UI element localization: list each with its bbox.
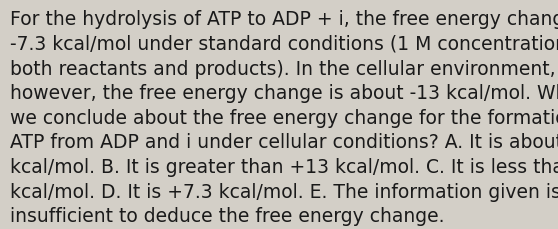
Text: For the hydrolysis of ATP to ADP + i, the free energy change is: For the hydrolysis of ATP to ADP + i, th… <box>10 10 558 29</box>
Text: -7.3 kcal/mol under standard conditions (1 M concentration of: -7.3 kcal/mol under standard conditions … <box>10 35 558 54</box>
Text: both reactants and products). In the cellular environment,: both reactants and products). In the cel… <box>10 59 556 78</box>
Text: ATP from ADP and i under cellular conditions? A. It is about +13: ATP from ADP and i under cellular condit… <box>10 133 558 152</box>
Text: kcal/mol. D. It is +7.3 kcal/mol. E. The information given is: kcal/mol. D. It is +7.3 kcal/mol. E. The… <box>10 182 558 201</box>
Text: insufficient to deduce the free energy change.: insufficient to deduce the free energy c… <box>10 206 445 225</box>
Text: we conclude about the free energy change for the formation of: we conclude about the free energy change… <box>10 108 558 127</box>
Text: however, the free energy change is about -13 kcal/mol. What can: however, the free energy change is about… <box>10 84 558 103</box>
Text: kcal/mol. B. It is greater than +13 kcal/mol. C. It is less than +7.3: kcal/mol. B. It is greater than +13 kcal… <box>10 157 558 176</box>
